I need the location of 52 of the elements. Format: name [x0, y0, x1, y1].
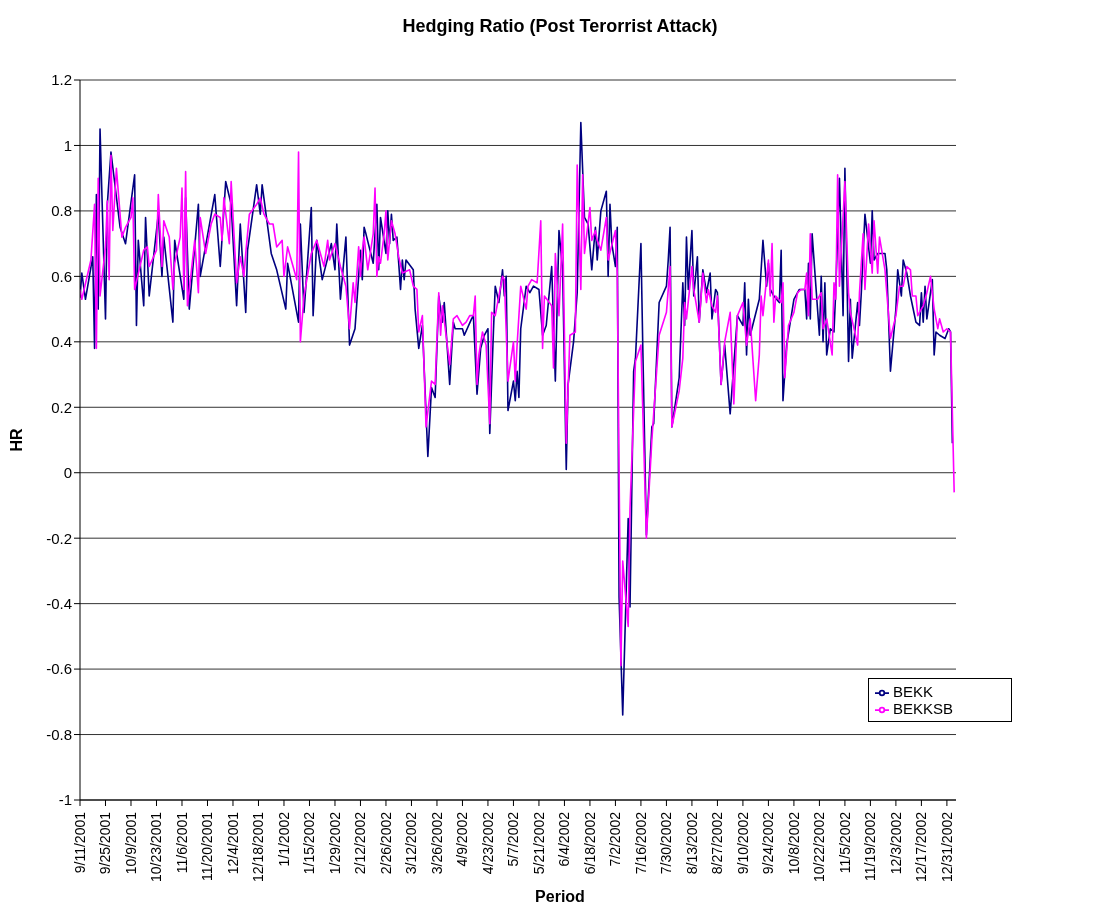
x-tick-label: 1/29/2002 [326, 811, 343, 875]
x-tick-label: 7/2/2002 [607, 811, 624, 867]
x-tick-label: 6/4/2002 [556, 811, 573, 867]
x-tick-label: 8/27/2002 [709, 811, 726, 875]
x-tick-label: 6/18/2002 [581, 811, 598, 875]
x-tick-label: 10/23/2001 [148, 811, 165, 883]
x-tick-label: 11/19/2002 [862, 811, 879, 882]
x-tick-label: 7/16/2002 [632, 811, 649, 875]
y-tick-label: -0.6 [46, 660, 72, 678]
y-tick-label: 0.2 [51, 398, 72, 416]
y-axis-title: HR [7, 428, 25, 452]
x-tick-label: 9/25/2001 [97, 811, 114, 875]
x-tick-label: 10/9/2001 [122, 811, 139, 875]
x-tick-label: 9/11/2001 [71, 811, 88, 874]
x-tick-label: 4/23/2002 [479, 811, 496, 875]
y-tick-label: -0.2 [46, 529, 72, 547]
x-tick-label: 2/26/2002 [377, 811, 394, 875]
y-tick-label: -0.4 [46, 594, 72, 612]
y-tick-label: 0 [63, 464, 72, 482]
x-tick-label: 3/12/2002 [403, 811, 420, 875]
x-tick-label: 2/12/2002 [352, 811, 369, 875]
x-tick-label: 11/5/2002 [836, 811, 853, 874]
x-tick-label: 10/8/2002 [785, 811, 802, 875]
chart-title: Hedging Ratio (Post Terorrist Attack) [401, 15, 719, 38]
x-tick-label: 12/4/2001 [224, 811, 241, 875]
x-tick-label: 12/3/2002 [887, 811, 904, 875]
y-tick-label: 0.6 [51, 267, 72, 285]
legend-label: BEKKSB [893, 700, 954, 718]
y-tick-label: 0.4 [51, 333, 72, 351]
y-tick-label: -1 [58, 791, 72, 809]
x-tick-label: 9/24/2002 [760, 811, 777, 875]
x-tick-label: 10/22/2002 [811, 811, 828, 883]
x-tick-label: 8/13/2002 [683, 811, 700, 875]
y-tick-label: 0.8 [51, 202, 72, 220]
x-tick-label: 5/7/2002 [505, 811, 522, 867]
x-tick-label: 12/17/2002 [913, 811, 930, 883]
x-tick-label: 1/1/2002 [275, 811, 292, 867]
x-axis-title: Period [534, 888, 586, 907]
x-tick-label: 11/20/2001 [199, 811, 216, 882]
x-tick-label: 7/30/2002 [658, 811, 675, 875]
x-tick-label: 9/10/2002 [734, 811, 751, 875]
x-tick-label: 12/18/2001 [250, 811, 267, 883]
y-tick-label: -0.8 [46, 725, 72, 743]
x-tick-label: 12/31/2002 [938, 811, 955, 883]
x-tick-label: 3/26/2002 [428, 811, 445, 875]
legend-label: BEKK [893, 683, 934, 700]
x-tick-label: 1/15/2002 [301, 811, 318, 875]
x-tick-label: 5/21/2002 [530, 811, 547, 875]
x-tick-label: 4/9/2002 [454, 811, 471, 867]
y-tick-label: 1 [63, 136, 72, 154]
x-tick-label: 11/6/2001 [173, 811, 190, 874]
y-tick-label: 1.2 [51, 71, 72, 89]
